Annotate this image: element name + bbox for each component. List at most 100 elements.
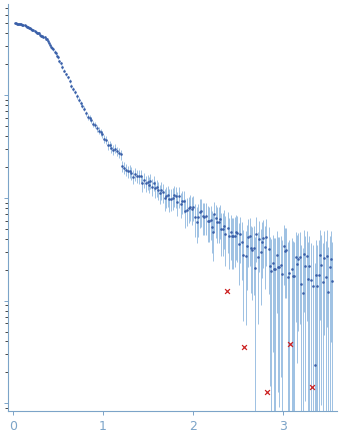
Point (110, 146, 116, 153)
Point (237, 231, 243, 238)
Point (271, 266, 277, 273)
Point (43, 35, 48, 42)
Point (255, 254, 261, 261)
Point (114, 148, 120, 155)
Point (49, 45, 55, 52)
Point (327, 263, 332, 270)
Point (208, 216, 213, 223)
Point (227, 233, 232, 240)
Point (113, 145, 118, 152)
Point (326, 288, 331, 295)
Point (214, 218, 220, 225)
Point (81, 105, 87, 112)
Point (179, 198, 185, 205)
Point (60, 64, 65, 71)
Point (41, 33, 46, 40)
Point (195, 214, 201, 221)
Point (209, 224, 214, 231)
Point (232, 232, 237, 239)
Point (247, 232, 252, 239)
Point (304, 253, 309, 260)
Point (172, 192, 177, 199)
Point (32, 27, 37, 34)
Point (191, 203, 196, 210)
Point (31, 27, 36, 34)
Point (181, 197, 187, 204)
Point (44, 36, 49, 43)
Point (269, 268, 274, 275)
Point (252, 264, 258, 271)
Point (20, 21, 25, 28)
Point (305, 275, 311, 282)
Point (192, 214, 198, 221)
Point (96, 127, 102, 134)
Point (56, 58, 61, 65)
Point (229, 233, 235, 240)
Point (116, 149, 121, 156)
Point (241, 343, 247, 350)
Point (58, 59, 63, 66)
Point (109, 144, 114, 151)
Point (74, 93, 80, 100)
Point (107, 141, 113, 148)
Point (183, 207, 188, 214)
Point (164, 193, 169, 200)
Point (309, 384, 315, 391)
Point (138, 173, 143, 180)
Point (87, 114, 92, 121)
Point (270, 259, 276, 266)
Point (307, 263, 312, 270)
Point (276, 263, 281, 270)
Point (173, 193, 179, 200)
Point (188, 203, 193, 210)
Point (34, 29, 40, 36)
Point (239, 239, 244, 246)
Point (18, 21, 24, 28)
Point (277, 264, 282, 271)
Point (35, 30, 41, 37)
Point (324, 253, 330, 260)
Point (323, 274, 328, 281)
Point (278, 262, 284, 269)
Point (244, 243, 250, 250)
Point (313, 271, 319, 278)
Point (207, 217, 212, 224)
Point (45, 38, 50, 45)
Point (202, 213, 207, 220)
Point (220, 226, 225, 233)
Point (118, 151, 123, 158)
Point (205, 217, 210, 224)
Point (296, 255, 301, 262)
Point (149, 184, 155, 191)
Point (265, 389, 270, 396)
Point (94, 125, 100, 132)
Point (282, 247, 288, 254)
Point (152, 185, 158, 192)
Point (46, 39, 52, 46)
Point (53, 50, 58, 57)
Point (330, 277, 335, 284)
Point (132, 171, 138, 178)
Point (300, 290, 305, 297)
Point (33, 28, 39, 35)
Point (170, 194, 175, 201)
Point (148, 177, 153, 184)
Point (203, 213, 209, 220)
Point (254, 230, 259, 237)
Point (294, 260, 300, 267)
Point (298, 281, 304, 288)
Point (212, 211, 217, 218)
Point (120, 162, 125, 169)
Point (146, 181, 151, 188)
Point (312, 361, 317, 368)
Point (231, 233, 236, 240)
Point (123, 166, 129, 173)
Point (72, 88, 78, 95)
Point (289, 265, 294, 272)
Point (308, 277, 313, 284)
Point (200, 213, 206, 220)
Point (178, 201, 183, 208)
Point (134, 173, 140, 180)
Point (251, 245, 256, 252)
Point (322, 255, 327, 262)
